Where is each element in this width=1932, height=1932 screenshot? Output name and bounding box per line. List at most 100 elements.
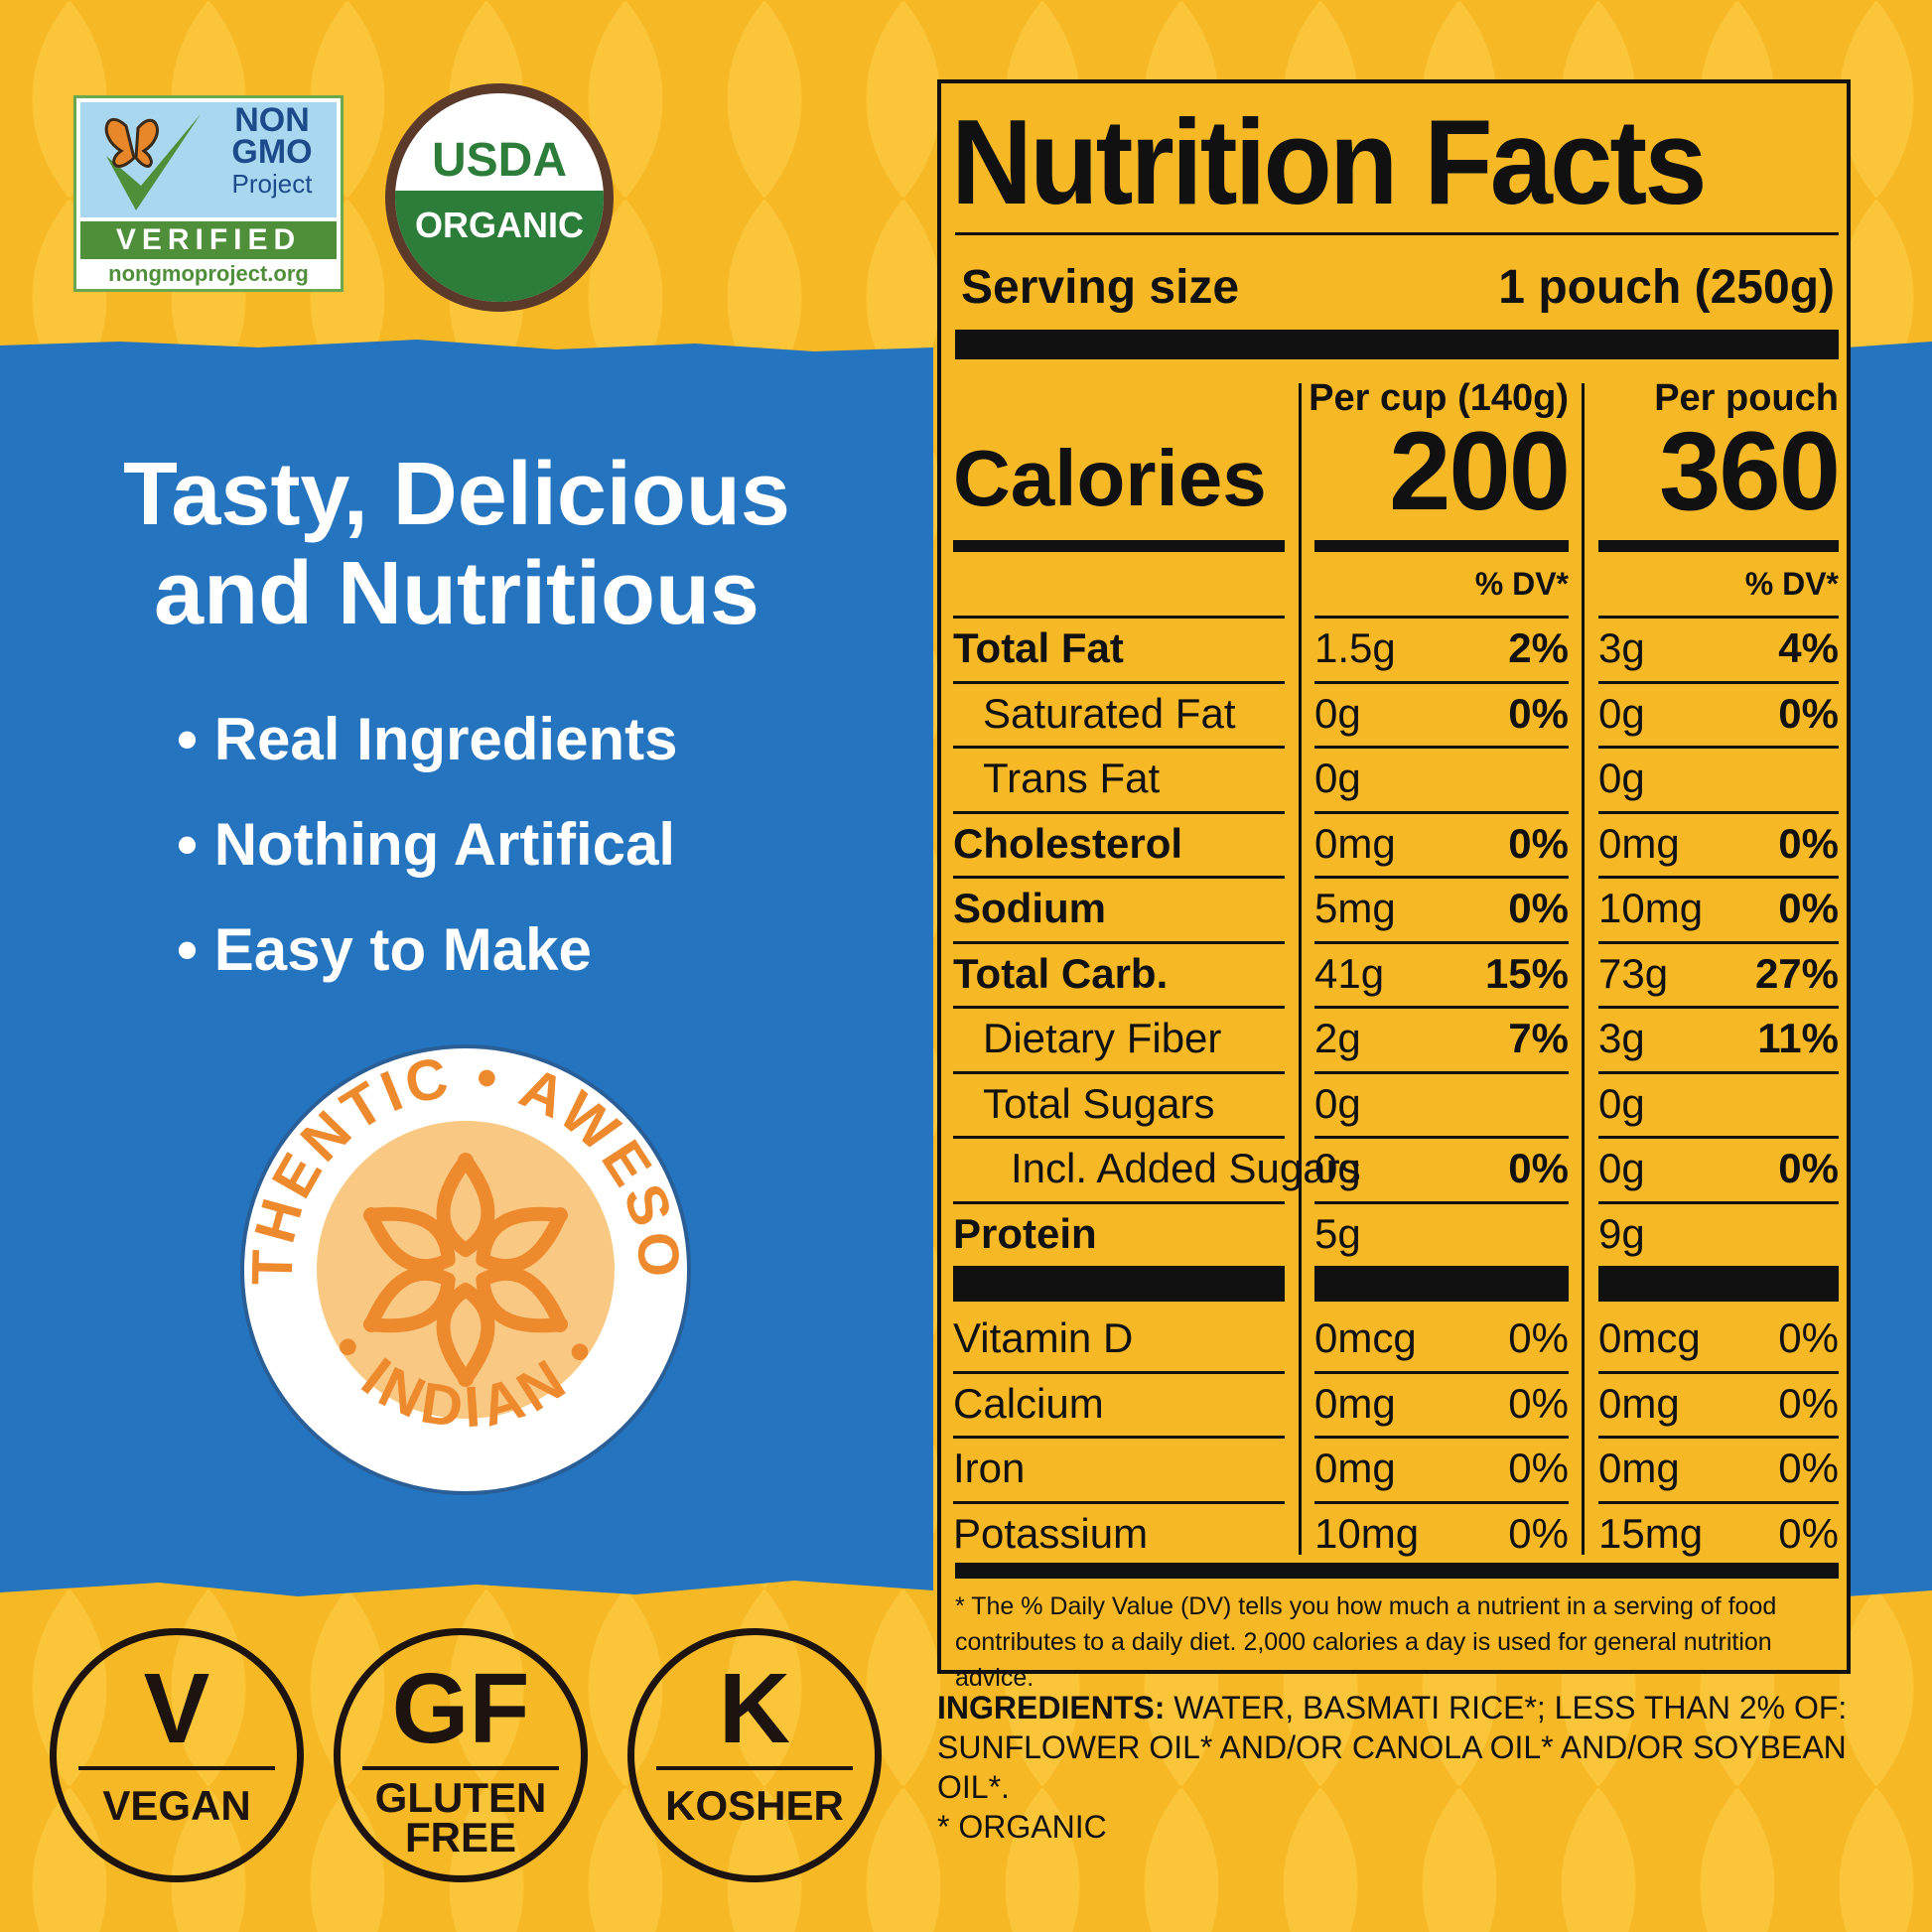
feature-item: Nothing Artifical (177, 792, 872, 897)
calories-col1: 200 (1389, 409, 1571, 533)
nutrient-dv-col1: 0% (1508, 819, 1569, 867)
vitamin-amount-col1: 0mg (1314, 1445, 1396, 1491)
nutrient-label: Cholesterol (953, 819, 1183, 867)
row-divider (1314, 1006, 1569, 1009)
nutrient-label: Incl. Added Sugars (1011, 1145, 1361, 1191)
row-divider (953, 1370, 1285, 1374)
nutrient-amount-col1: 0g (1314, 689, 1361, 737)
usda-top-text: USDA (431, 134, 567, 187)
row-divider (1598, 1436, 1839, 1439)
row-divider (1598, 876, 1839, 879)
row-divider (1598, 1006, 1839, 1009)
vitamin-amount-col1: 0mg (1314, 1379, 1396, 1427)
gluten-free-badge: GF GLUTEN FREE (334, 1628, 588, 1882)
nutrient-amount-col1: 0g (1314, 755, 1361, 801)
nutrient-amount-col2: 73g (1598, 949, 1669, 997)
usda-inner: USDA ORGANIC (395, 93, 604, 302)
vitamin-amount-col1: 0mcg (1314, 1314, 1417, 1361)
serving-size-value: 1 pouch (250g) (1498, 261, 1835, 314)
vitamin-label: Vitamin D (953, 1314, 1134, 1361)
nutrient-amount-col2: 9g (1598, 1209, 1645, 1257)
vitamin-dv-col2: 0% (1778, 1445, 1839, 1491)
gluten-free-badge-label1: GLUTEN (374, 1774, 547, 1821)
calories-bar (1598, 540, 1839, 552)
vitamin-label: Potassium (953, 1509, 1149, 1557)
thick-divider (955, 330, 1839, 359)
kosher-badge: K KOSHER (627, 1628, 882, 1882)
vitamin-dv-col1: 0% (1508, 1509, 1569, 1557)
row-divider (953, 746, 1285, 749)
nutrient-amount-col2: 0g (1598, 1145, 1645, 1191)
row-divider (1598, 616, 1839, 619)
dv-footnote: * The % Daily Value (DV) tells you how m… (955, 1592, 1777, 1692)
feature-list: Real Ingredients Nothing Artifical Easy … (177, 687, 872, 1003)
nutrient-dv-col2: 0% (1778, 885, 1839, 931)
thick-divider (1314, 1266, 1569, 1302)
row-divider (1598, 1500, 1839, 1504)
nutrient-dv-col2: 0% (1778, 689, 1839, 737)
nutrient-dv-col2: 0% (1778, 1145, 1839, 1191)
nutrient-dv-col1: 15% (1484, 949, 1569, 997)
nutrition-title: Nutrition Facts (951, 94, 1707, 229)
vitamin-amount-col2: 15mg (1598, 1509, 1704, 1557)
vitamin-dv-col1: 0% (1508, 1314, 1569, 1361)
row-divider (1314, 1070, 1569, 1074)
nutrient-label: Trans Fat (983, 755, 1161, 801)
nutrient-label: Total Sugars (983, 1079, 1215, 1127)
row-divider (953, 1436, 1285, 1439)
vitamin-label: Iron (953, 1445, 1026, 1491)
badge-rule (656, 1766, 853, 1770)
row-divider (1314, 746, 1569, 749)
column-divider (1582, 383, 1585, 1555)
nutrient-amount-col2: 0g (1598, 689, 1645, 737)
badge-rule (78, 1766, 275, 1770)
row-divider (1598, 810, 1839, 814)
nutrient-amount-col1: 0g (1314, 1079, 1361, 1127)
vegan-badge-label: VEGAN (102, 1782, 251, 1829)
row-divider (1314, 876, 1569, 879)
ingredients-block: INGREDIENTS: WATER, BASMATI RICE*; LESS … (937, 1688, 1890, 1847)
vitamin-amount-col2: 0mg (1598, 1445, 1680, 1491)
gluten-free-badge-letters: GF (391, 1653, 530, 1764)
thick-divider (955, 1563, 1839, 1579)
thick-divider (1598, 1266, 1839, 1302)
row-divider (953, 1500, 1285, 1504)
authentic-indian-seal: AUTHENTIC • AWESOME • INDIAN • (236, 1040, 691, 1495)
nutrition-facts-panel: Nutrition Facts Serving size 1 pouch (25… (937, 79, 1851, 1692)
row-divider (1314, 1136, 1569, 1139)
serving-size-label: Serving size (961, 261, 1240, 314)
nutrient-dv-col2: 27% (1754, 949, 1839, 997)
row-divider (1598, 680, 1839, 684)
nutrient-amount-col1: 5g (1314, 1209, 1361, 1257)
headline-line2: and Nutritious (154, 544, 759, 643)
nutrient-dv-col1: 7% (1508, 1015, 1569, 1061)
flower-icon (363, 1154, 568, 1386)
ingredients-note: * ORGANIC (937, 1809, 1107, 1845)
calories-col2: 360 (1659, 409, 1841, 533)
row-divider (1314, 810, 1569, 814)
nutrient-amount-col2: 3g (1598, 624, 1645, 671)
row-divider (953, 940, 1285, 944)
vegan-badge-letter: V (143, 1653, 210, 1764)
nutrient-dv-col1: 2% (1508, 624, 1569, 671)
calories-bar (1314, 540, 1569, 552)
badge-rule (362, 1766, 559, 1770)
nutrient-label: Total Carb. (953, 949, 1169, 997)
nutrient-amount-col2: 0g (1598, 755, 1645, 801)
row-divider (1598, 940, 1839, 944)
row-divider (1314, 940, 1569, 944)
dv-header-col1: % DV* (1474, 566, 1569, 602)
nutrient-label: Dietary Fiber (983, 1015, 1222, 1061)
butterfly-checkmark-icon (104, 114, 201, 210)
row-divider (953, 810, 1285, 814)
nutrient-label: Sodium (953, 885, 1106, 931)
nutrient-amount-col1: 1.5g (1314, 624, 1396, 671)
usda-organic-badge: USDA ORGANIC (385, 83, 614, 312)
vitamin-amount-col1: 10mg (1314, 1509, 1420, 1557)
nutrient-amount-col1: 41g (1314, 949, 1385, 997)
row-divider (953, 1200, 1285, 1204)
nutrient-amount-col1: 0g (1314, 1145, 1361, 1191)
nutrient-amount-col2: 0mg (1598, 819, 1680, 867)
calories-bar (953, 540, 1285, 552)
nutrient-amount-col2: 0g (1598, 1079, 1645, 1127)
